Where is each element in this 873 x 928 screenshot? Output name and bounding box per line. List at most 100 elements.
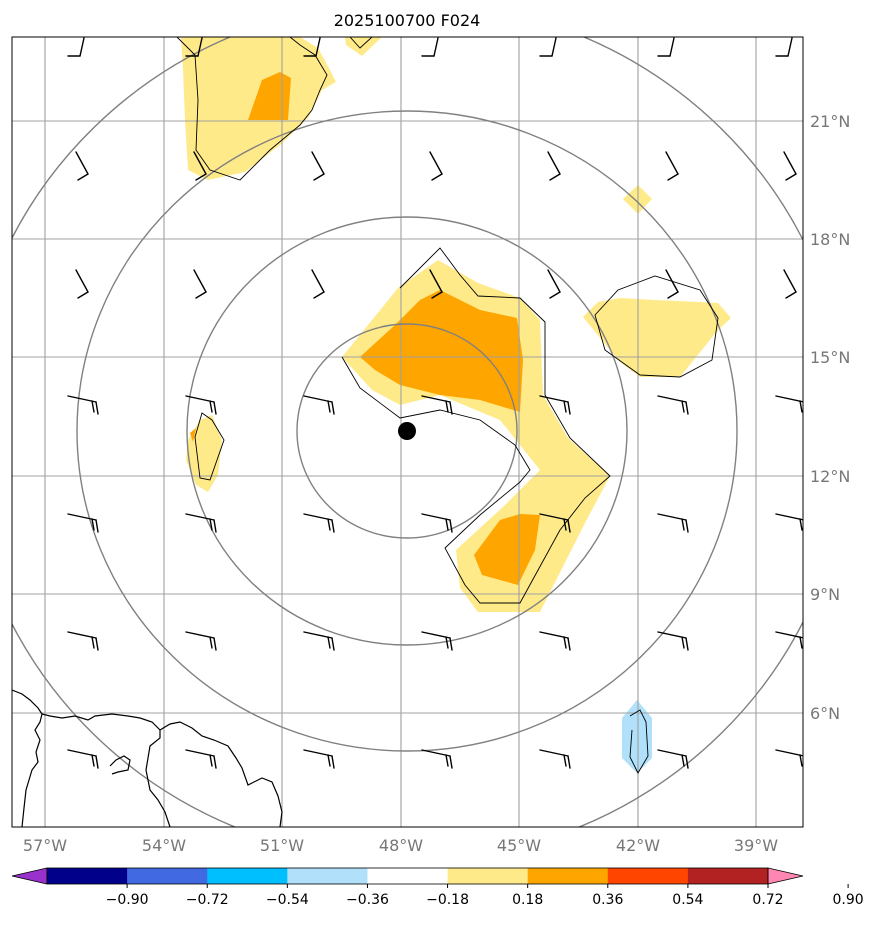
wind-barbs <box>67 37 806 769</box>
wind-barb-stroke <box>681 518 685 531</box>
lon-tick-label: 42°W <box>616 836 660 855</box>
wind-barb-stroke <box>327 400 331 413</box>
wind-barb-stroke <box>313 173 325 181</box>
wind-barb-stroke <box>449 637 453 651</box>
wind-barb-stroke <box>685 401 689 415</box>
colorbar-segment <box>687 868 769 884</box>
colorbar-segment <box>607 868 689 884</box>
wind-barb-stroke <box>567 401 571 415</box>
lon-tick-label: 54°W <box>142 836 186 855</box>
colorbar-tick-label: −0.90 <box>106 892 149 908</box>
contour-line-west <box>194 412 225 481</box>
wind-barb-stroke <box>91 636 95 649</box>
wind-barb-stroke <box>563 400 567 413</box>
wind-barb-stroke <box>669 37 675 57</box>
wind-barb-stroke <box>77 291 89 299</box>
wind-barb-stroke <box>315 37 321 57</box>
wind-barb-stroke <box>77 173 89 181</box>
lat-tick-label: 15°N <box>810 348 850 367</box>
wind-barb-stroke <box>75 151 89 175</box>
wind-barb-stroke <box>783 269 797 293</box>
colorbar-tick-label: 0.18 <box>512 892 543 908</box>
wind-barb-stroke <box>445 754 449 767</box>
lat-tick-label: 6°N <box>810 704 840 723</box>
map-frame <box>11 36 804 828</box>
wind-barb-stroke <box>91 400 95 413</box>
colorbar-segment <box>127 868 208 884</box>
colorbar-tick-label: 0.54 <box>672 892 703 908</box>
wind-barb-stroke <box>79 37 85 57</box>
wind-barb-stroke <box>547 269 561 293</box>
coastline <box>12 689 283 827</box>
wind-barb-stroke <box>783 151 797 175</box>
wind-barb-stroke <box>563 754 567 767</box>
lon-tick-label: 51°W <box>260 836 304 855</box>
wind-barb-stroke <box>311 269 325 293</box>
lat-tick-label: 18°N <box>810 230 850 249</box>
wind-barb-stroke <box>313 291 325 299</box>
lat-tick-labels: 21°N 18°N 15°N 12°N 9°N 6°N <box>810 112 850 723</box>
colorbar-tick-label: 0.72 <box>752 892 783 908</box>
wind-barb-stroke <box>667 173 679 181</box>
wind-barb-stroke <box>804 756 806 768</box>
lat-tick-label: 21°N <box>810 112 850 131</box>
contour-line-north-small <box>349 37 373 49</box>
wind-barb-stroke <box>193 269 207 293</box>
wind-barb-stroke <box>75 269 89 293</box>
wind-barb-stroke <box>213 401 217 415</box>
wind-barb-stroke <box>799 400 803 413</box>
wind-barb-stroke <box>787 37 793 57</box>
wind-barb-stroke <box>195 173 207 181</box>
wind-barb-stroke <box>91 518 95 531</box>
wind-barb-stroke <box>449 519 453 533</box>
wind-barb-stroke <box>213 755 217 769</box>
wind-barb-stroke <box>681 754 685 767</box>
lon-tick-labels: 57°W 54°W 51°W 48°W 45°W 42°W 39°W <box>23 836 778 855</box>
lon-tick-label: 39°W <box>734 836 778 855</box>
range-ring-1 <box>296 323 518 539</box>
wind-barb-stroke <box>209 754 213 767</box>
wind-barb-stroke <box>331 519 335 533</box>
colorbar-segment <box>527 868 609 884</box>
wind-barb-stroke <box>197 37 203 57</box>
wind-barb-stroke <box>549 173 561 181</box>
range-rings <box>12 37 803 827</box>
colorbar-tick-label: −0.72 <box>186 892 229 908</box>
wind-barb-stroke <box>209 518 213 531</box>
wind-barb-stroke <box>549 291 561 299</box>
range-ring-3 <box>76 110 738 752</box>
map-title: 2025100700 F024 <box>334 11 481 30</box>
contour-orange-north <box>248 72 291 120</box>
colorbar-tick-label: 0.90 <box>833 892 864 908</box>
colorbar-tick-label: −0.54 <box>266 892 309 908</box>
coastline-line-2 <box>41 713 171 827</box>
wind-barb-stroke <box>804 638 806 650</box>
wind-barb-stroke <box>209 636 213 649</box>
colorbar-segment <box>47 868 128 884</box>
wind-barb-stroke <box>213 637 217 651</box>
colorbar-extension-low <box>11 867 48 885</box>
colorbar-segment <box>367 868 449 884</box>
wind-barb-stroke <box>567 519 571 533</box>
wind-barb-stroke <box>665 151 679 175</box>
wind-barb-stroke <box>449 401 453 415</box>
contour-line-east <box>594 275 719 378</box>
coastline-line-3 <box>159 721 283 827</box>
wind-barb-stroke <box>193 151 207 175</box>
colorbar-tick-label: −0.18 <box>426 892 469 908</box>
lon-tick-label: 57°W <box>23 836 67 855</box>
wind-barb-stroke <box>95 401 99 415</box>
wind-barb-stroke <box>429 269 443 293</box>
wind-barb-stroke <box>785 173 797 181</box>
coastline-line-4 <box>109 755 131 775</box>
wind-barb-stroke <box>799 754 803 767</box>
wind-barb-stroke <box>681 636 685 649</box>
lat-tick-label: 9°N <box>810 585 840 604</box>
colorbar-segment <box>447 868 529 884</box>
wind-barb-stroke <box>95 755 99 769</box>
wind-barb-stroke <box>567 755 571 769</box>
lat-tick-label: 12°N <box>810 467 850 486</box>
wind-barb-stroke <box>95 519 99 533</box>
contour-line-north <box>176 37 328 181</box>
